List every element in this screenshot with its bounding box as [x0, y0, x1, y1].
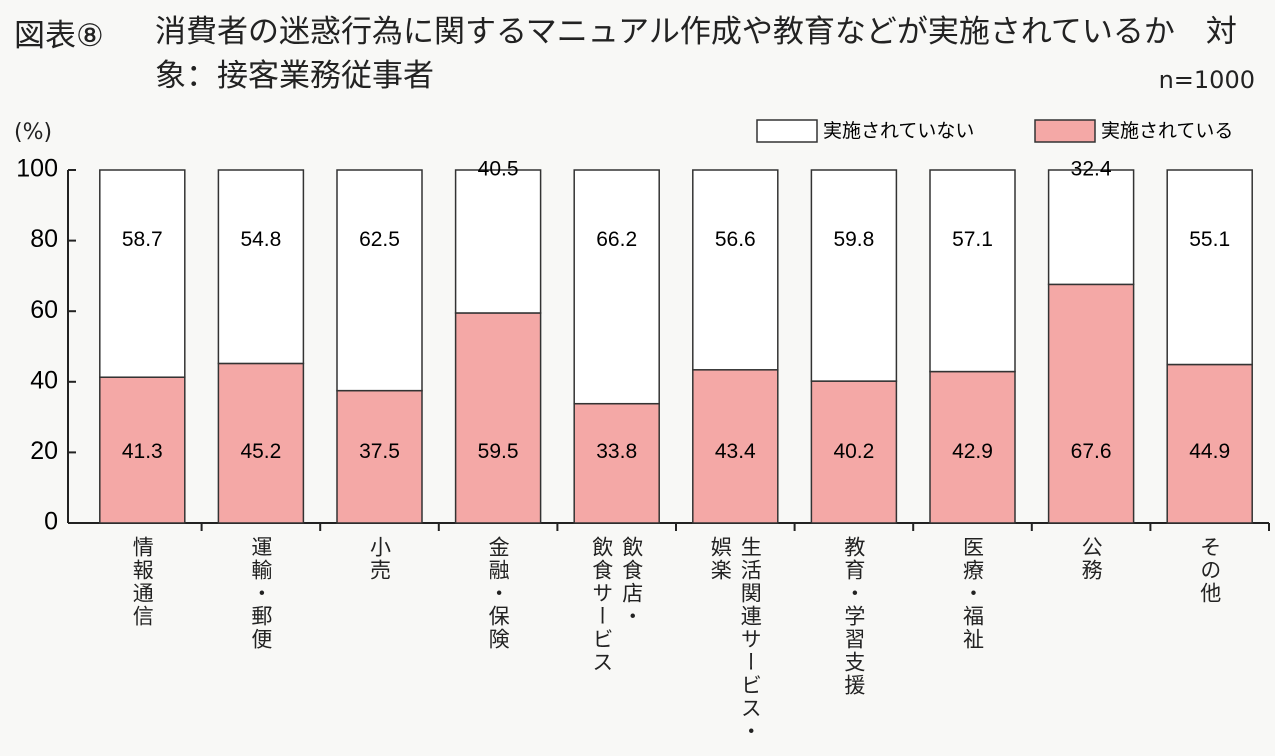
- legend-swatch: [756, 119, 818, 143]
- value-label: 66.2: [596, 228, 637, 251]
- value-label: 58.7: [122, 228, 163, 251]
- bar-segment: [217, 169, 305, 365]
- bar-segment: [810, 380, 898, 524]
- value-label: 62.5: [359, 228, 400, 251]
- y-tick-label: 100: [16, 155, 58, 183]
- y-axis-unit: (%): [14, 120, 53, 145]
- bar-segment: [336, 389, 423, 524]
- bar-segment: [1047, 283, 1135, 524]
- y-tick-label: 80: [30, 225, 58, 253]
- sample-size: n=1000: [1158, 66, 1255, 94]
- chart-title: 消費者の迷惑行為に関するマニュアル作成や教育などが実施されているか 対象：接客業…: [155, 14, 1237, 94]
- bar-segment: [573, 169, 660, 405]
- value-label: 37.5: [359, 440, 400, 463]
- value-label: 59.8: [833, 228, 874, 251]
- x-tick-label: 医療・福祉: [960, 536, 985, 651]
- legend-swatch: [1034, 119, 1096, 143]
- y-tick-label: 60: [30, 296, 58, 324]
- bar-segment: [1047, 169, 1135, 286]
- value-label: 54.8: [240, 228, 281, 251]
- value-label: 57.1: [952, 228, 993, 251]
- legend-label: 実施されている: [1101, 120, 1233, 142]
- legend-label: 実施されていない: [823, 120, 974, 142]
- value-label: 44.9: [1189, 440, 1230, 463]
- value-label: 33.8: [596, 440, 637, 463]
- bar-segment: [99, 169, 186, 378]
- bar-segment: [692, 169, 779, 371]
- value-label: 45.2: [240, 440, 281, 463]
- value-label: 43.4: [715, 440, 756, 463]
- x-tick-label: 飲食店・ 飲食サービス: [589, 536, 644, 674]
- x-tick-label: 運輸・郵便: [248, 536, 273, 651]
- x-tick-label: 生活関連サービス・ 娯楽: [708, 536, 763, 743]
- y-tick-label: 0: [44, 508, 58, 536]
- bar-segment: [692, 369, 779, 524]
- bar-segment: [810, 169, 898, 382]
- bar-segment: [1166, 169, 1253, 366]
- x-tick-label: 教育・学習支援: [841, 536, 866, 697]
- value-label: 55.1: [1189, 228, 1230, 251]
- bar-segment: [336, 169, 423, 392]
- value-label: 42.9: [952, 440, 993, 463]
- bar-segment: [99, 376, 186, 524]
- x-tick-label: 小売: [367, 536, 392, 582]
- value-label: 41.3: [122, 440, 163, 463]
- bar-segment: [217, 362, 305, 524]
- value-label: 40.2: [833, 440, 874, 463]
- value-label: 59.5: [478, 440, 519, 463]
- figure-label: 図表⑧: [14, 18, 104, 54]
- bar-segment: [929, 370, 1016, 524]
- x-tick-label: その他: [1197, 536, 1222, 605]
- bar-segment: [929, 169, 1016, 373]
- value-label: 32.4: [1071, 158, 1112, 181]
- value-label: 56.6: [715, 228, 756, 251]
- x-tick-label: 金融・保険: [486, 536, 511, 651]
- value-label: 67.6: [1071, 440, 1112, 463]
- bar-segment: [573, 402, 660, 524]
- x-tick-label: 情報通信: [130, 536, 155, 628]
- x-tick-label: 公務: [1079, 536, 1104, 582]
- y-tick-label: 40: [30, 366, 58, 394]
- bar-segment: [454, 312, 542, 524]
- bar-segment: [454, 169, 542, 314]
- value-label: 40.5: [478, 158, 519, 181]
- y-tick-label: 20: [30, 437, 58, 465]
